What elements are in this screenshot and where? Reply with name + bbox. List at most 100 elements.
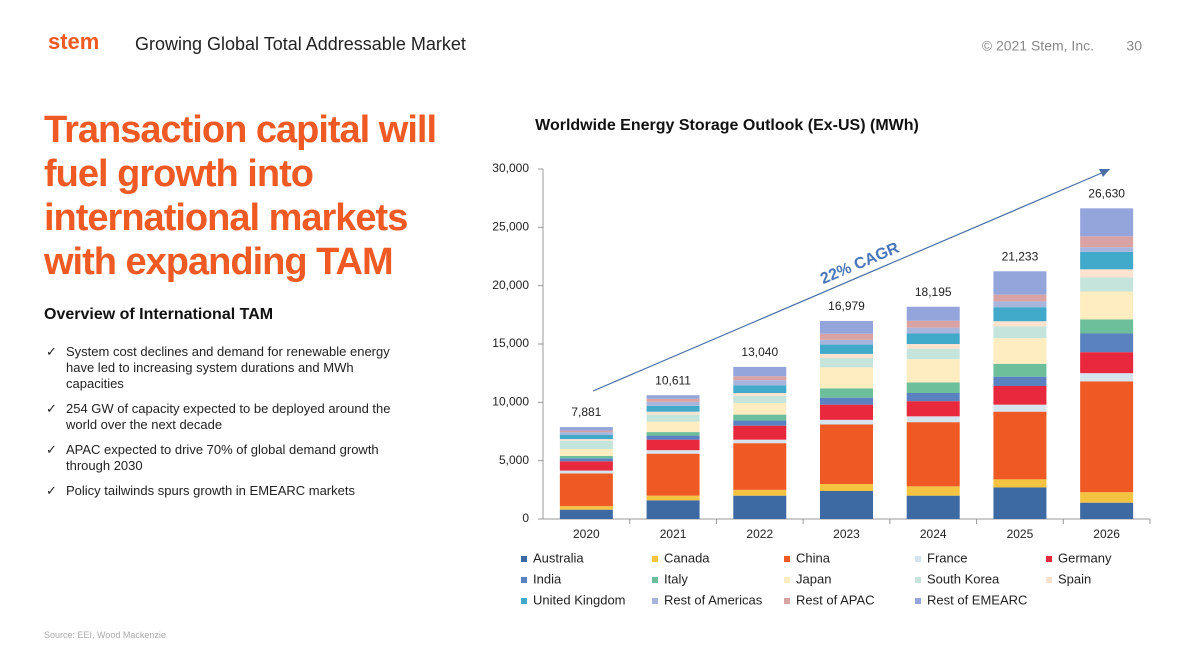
legend-label: France xyxy=(927,550,967,565)
bar-segment xyxy=(733,489,787,496)
total-label: 7,881 xyxy=(571,405,601,419)
y-tick-label: 0 xyxy=(522,511,529,525)
bar-segment xyxy=(559,456,613,459)
legend-swatch xyxy=(915,556,921,562)
bar-segment xyxy=(559,435,613,440)
bar-segment xyxy=(906,327,960,334)
bar-segment xyxy=(820,424,873,484)
bar-segment xyxy=(646,421,700,433)
bar-segment xyxy=(993,301,1047,308)
bar-segment xyxy=(559,470,613,474)
bar-segment xyxy=(559,473,613,507)
bar-segment xyxy=(993,338,1047,364)
legend-label: Canada xyxy=(664,550,710,565)
bar-segment xyxy=(906,422,960,487)
legend-label: Japan xyxy=(796,571,831,586)
legend-label: South Korea xyxy=(927,571,1000,586)
bar-segment xyxy=(906,348,960,360)
bar-segment xyxy=(820,333,873,340)
legend-swatch xyxy=(1046,556,1052,562)
bar-segment xyxy=(820,344,873,354)
bar-segment xyxy=(906,416,960,423)
y-tick-label: 20,000 xyxy=(492,278,529,292)
legend-swatch xyxy=(1046,577,1052,583)
y-tick-label: 15,000 xyxy=(492,336,529,350)
legend-label: India xyxy=(533,571,562,586)
x-tick-label: 2025 xyxy=(1007,527,1034,541)
bar-segment xyxy=(559,458,613,462)
bar-segment xyxy=(820,320,873,334)
legend-swatch xyxy=(784,598,790,604)
bar-segment xyxy=(1080,381,1134,493)
bar-segment xyxy=(993,487,1047,519)
legend-swatch xyxy=(915,577,921,583)
bar-segment xyxy=(820,484,873,491)
bar-segment xyxy=(820,388,873,398)
x-tick-label: 2023 xyxy=(833,527,860,541)
bullet: System cost declines and demand for rene… xyxy=(44,344,394,392)
bar-segment xyxy=(559,461,613,471)
bar-segment xyxy=(1080,269,1134,278)
bar-segment xyxy=(1080,333,1134,353)
y-tick-label: 5,000 xyxy=(499,453,529,467)
bar-segment xyxy=(646,439,700,451)
legend-label: Italy xyxy=(664,571,688,586)
bar-segment xyxy=(733,395,787,403)
bar-segment xyxy=(733,425,787,440)
total-label: 26,630 xyxy=(1088,186,1125,200)
bar-segment xyxy=(733,439,787,444)
bar-segment xyxy=(820,397,873,405)
bar-segment xyxy=(1080,352,1134,374)
bar-segment xyxy=(906,333,960,344)
bar-segment xyxy=(646,500,700,519)
bar-segment xyxy=(733,402,787,415)
bar-segment xyxy=(733,495,787,519)
bar-segment xyxy=(733,376,787,381)
legend-label: Australia xyxy=(533,550,584,565)
bar-segment xyxy=(820,404,873,420)
bar-segment xyxy=(906,306,960,321)
legend-label: Rest of Americas xyxy=(664,592,763,607)
bar-segment xyxy=(733,385,787,393)
y-tick-label: 10,000 xyxy=(492,395,529,409)
total-label: 10,611 xyxy=(655,373,691,387)
legend-label: Rest of EMEARC xyxy=(927,592,1027,607)
legend-swatch xyxy=(521,556,527,562)
bar-segment xyxy=(1080,236,1134,248)
bar-segment xyxy=(646,411,700,415)
bar-segment xyxy=(906,486,960,496)
bar-segment xyxy=(733,366,787,377)
bar-segment xyxy=(993,479,1047,488)
legend-swatch xyxy=(521,598,527,604)
bar-segment xyxy=(646,435,700,440)
total-label: 18,195 xyxy=(915,285,952,299)
bar-segment xyxy=(733,443,787,490)
bar-segment xyxy=(646,453,700,496)
chart-title: Worldwide Energy Storage Outlook (Ex-US)… xyxy=(535,117,919,134)
legend-label: Germany xyxy=(1058,550,1112,565)
bar-segment xyxy=(646,405,700,412)
bar-segment xyxy=(1080,208,1134,237)
bar-segment xyxy=(993,294,1047,302)
total-label: 21,233 xyxy=(1002,249,1039,263)
bullet-list: System cost declines and demand for rene… xyxy=(44,344,394,508)
legend-label: China xyxy=(796,550,831,565)
total-label: 13,040 xyxy=(741,345,778,359)
bar-segment xyxy=(559,439,613,441)
bar-segment xyxy=(733,420,787,426)
legend-swatch xyxy=(784,577,790,583)
source: Source: EEI, Wood Mackenzie xyxy=(44,630,166,640)
bar-segment xyxy=(559,449,613,456)
bar-segment xyxy=(906,359,960,383)
bar-segment xyxy=(993,326,1047,339)
legend-swatch xyxy=(784,556,790,562)
bar-segment xyxy=(1080,277,1134,292)
bar-segment xyxy=(993,363,1047,377)
bar-segment xyxy=(559,427,613,431)
bar-segment xyxy=(906,344,960,349)
bar-segment xyxy=(820,339,873,345)
bar-segment xyxy=(906,401,960,417)
bullet: APAC expected to drive 70% of global dem… xyxy=(44,442,394,474)
